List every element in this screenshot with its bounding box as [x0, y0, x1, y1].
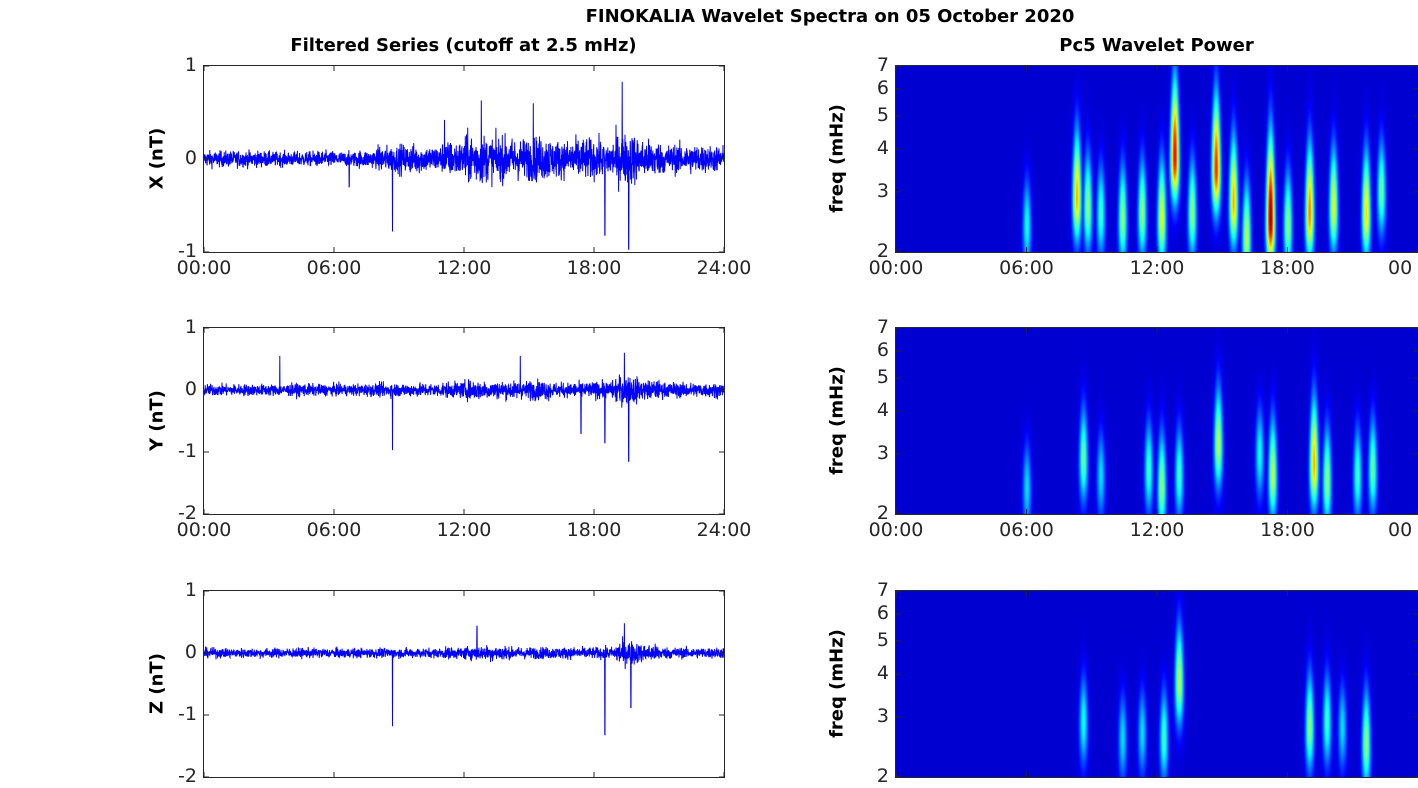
x-wavelet-power-map: [896, 66, 1418, 252]
y-y-tick-label: 2: [876, 502, 889, 524]
y-x-tick-label: 00: [1388, 519, 1413, 541]
z-y-tick-label: -1: [178, 703, 197, 725]
x-x-tick-label: 12:00: [1129, 257, 1185, 279]
y-y-tick-label: 4: [876, 399, 889, 422]
y-y-tick-label: 0: [184, 378, 197, 400]
y-x-tick-label: 06:00: [306, 519, 362, 541]
x-y-tick-label: 2: [876, 240, 889, 262]
left-column-title: Filtered Series (cutoff at 2.5 mHz): [290, 35, 637, 56]
y-y-axis-label: freq (mHz): [826, 366, 848, 475]
x-x-tick-label: 18:00: [566, 257, 622, 279]
y-y-axis-label: Y (nT): [146, 390, 168, 451]
z-y-tick-label: 6: [876, 601, 889, 624]
x-y-tick-label: 3: [876, 179, 889, 202]
y-y-tick-label: 7: [876, 316, 889, 338]
y-x-tick-label: 06:00: [999, 519, 1054, 541]
z-y-tick-label: 2: [876, 765, 889, 787]
y-series-line: [204, 352, 724, 462]
wavelet-axes-x: [895, 65, 1418, 253]
y-x-tick-label: 12:00: [1129, 519, 1185, 541]
x-series-plot: [204, 66, 724, 252]
x-x-tick-label: 06:00: [999, 257, 1054, 279]
y-x-tick-label: 18:00: [566, 519, 622, 541]
series-axes-x: [203, 65, 725, 253]
x-y-axis-label: X (nT): [146, 127, 168, 190]
x-y-tick-label: 5: [876, 103, 889, 126]
y-y-tick-label: 6: [876, 338, 889, 361]
y-y-tick-label: -1: [178, 440, 197, 462]
x-y-axis-label: freq (mHz): [826, 104, 848, 213]
x-x-tick-label: 12:00: [436, 257, 492, 279]
z-y-tick-label: -2: [178, 765, 197, 787]
series-axes-y: [203, 327, 725, 515]
z-y-tick-label: 1: [184, 579, 197, 601]
wavelet-axes-y: [895, 327, 1418, 515]
x-series-line: [204, 81, 724, 250]
y-x-tick-label: 00:00: [868, 519, 924, 541]
x-y-tick-label: 1: [184, 54, 197, 76]
z-y-axis-label: freq (mHz): [826, 629, 848, 738]
z-y-tick-label: 7: [876, 579, 889, 601]
x-x-tick-label: 00:00: [176, 257, 232, 279]
x-y-tick-label: -1: [178, 240, 197, 262]
y-series-plot: [204, 328, 724, 514]
right-column-title: Pc5 Wavelet Power: [1059, 35, 1254, 56]
y-y-tick-label: -2: [178, 502, 197, 524]
z-wavelet-power-map: [896, 591, 1418, 777]
figure-title: FINOKALIA Wavelet Spectra on 05 October …: [585, 6, 1075, 27]
y-wavelet-power-map: [896, 328, 1418, 514]
x-x-tick-label: 00:00: [868, 257, 924, 279]
z-y-tick-label: 3: [876, 704, 889, 727]
y-y-tick-label: 3: [876, 441, 889, 464]
y-y-tick-label: 5: [876, 365, 889, 388]
y-x-tick-label: 00:00: [176, 519, 232, 541]
y-wavelet-ticks: [896, 328, 1418, 514]
z-y-tick-label: 5: [876, 628, 889, 651]
x-x-tick-label: 18:00: [1260, 257, 1315, 279]
x-y-tick-label: 0: [184, 147, 197, 169]
y-x-tick-label: 12:00: [436, 519, 492, 541]
x-y-tick-label: 7: [876, 54, 889, 76]
y-y-tick-label: 1: [184, 316, 197, 338]
x-y-tick-label: 4: [876, 137, 889, 160]
z-y-axis-label: Z (nT): [146, 653, 168, 714]
wavelet-axes-z: [895, 590, 1418, 778]
series-axes-z: [203, 590, 725, 778]
z-y-tick-label: 0: [184, 641, 197, 663]
z-series-line: [204, 623, 724, 736]
y-x-tick-label: 24:00: [696, 519, 752, 541]
x-x-tick-label: 24:00: [696, 257, 752, 279]
y-x-tick-label: 18:00: [1260, 519, 1315, 541]
z-y-tick-label: 4: [876, 662, 889, 685]
z-series-plot: [204, 591, 724, 777]
x-wavelet-ticks: [896, 66, 1418, 252]
x-x-tick-label: 00: [1388, 257, 1413, 279]
z-wavelet-ticks: [896, 591, 1418, 777]
x-y-tick-label: 6: [876, 76, 889, 99]
x-x-tick-label: 06:00: [306, 257, 362, 279]
